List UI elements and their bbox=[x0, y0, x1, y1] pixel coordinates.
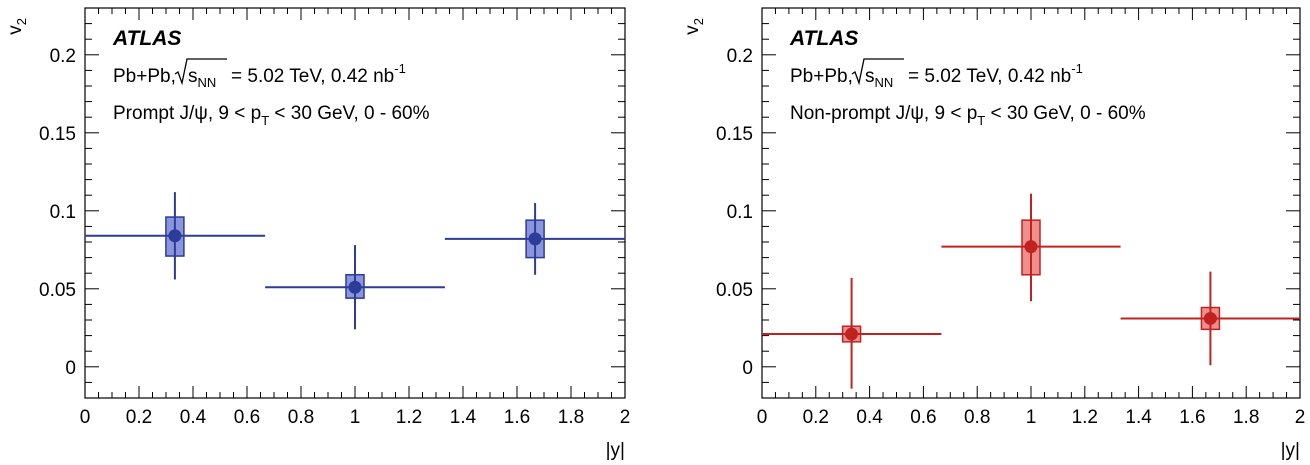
y-axis-title: v2 bbox=[5, 18, 29, 35]
data-series bbox=[85, 192, 625, 330]
x-tick-label: 1 bbox=[1026, 407, 1037, 428]
x-axis-title: |y| bbox=[606, 440, 625, 461]
data-series bbox=[762, 193, 1300, 389]
selection-annotation: Non-prompt J/ψ, 9 < pT < 30 GeV, 0 - 60% bbox=[790, 103, 1146, 128]
x-tick-label: 0 bbox=[757, 407, 768, 428]
atlas-label: ATLAS bbox=[789, 27, 858, 50]
y-tick-label: 0.15 bbox=[716, 124, 753, 145]
sqrt-s-nn: sNN bbox=[865, 66, 893, 90]
sqrt-icon bbox=[174, 58, 227, 86]
y-tick-label: 0.2 bbox=[50, 46, 76, 67]
data-point bbox=[444, 203, 625, 275]
data-marker bbox=[168, 229, 182, 243]
x-tick-label: 1 bbox=[350, 407, 361, 428]
data-point bbox=[762, 277, 942, 389]
y-tick-label: 0.1 bbox=[727, 202, 753, 223]
x-ticks bbox=[761, 8, 1301, 398]
panel-left: 0 0.2 0.4 0.6 0.8 1 1.2 1.4 1.6 1.8 2 0 0.05 0.1 0.15 0… bbox=[5, 7, 631, 461]
y-tick-label: 0 bbox=[65, 358, 76, 379]
data-marker bbox=[845, 327, 859, 341]
x-tick-label: 1.8 bbox=[558, 407, 584, 428]
x-tick-label: 0.4 bbox=[180, 407, 207, 428]
y-ticks bbox=[762, 7, 1300, 399]
data-point bbox=[941, 193, 1121, 302]
x-ticks bbox=[84, 8, 626, 398]
y-tick-label: 0.05 bbox=[39, 280, 76, 301]
sqrt-icon bbox=[851, 58, 904, 86]
energy-value: = 5.02 TeV, 0.42 nb-1 bbox=[908, 61, 1083, 87]
x-tick-label: 0 bbox=[80, 407, 91, 428]
y-tick-label: 0.2 bbox=[727, 46, 753, 67]
panel-right: 0 0.2 0.4 0.6 0.8 1 1.2 1.4 1.6 1.8 2 0 0.05 0.1 0.15 0… bbox=[682, 7, 1306, 461]
energy-annotation: Pb+Pb, bbox=[790, 66, 853, 87]
x-tick-label: 1.8 bbox=[1233, 407, 1259, 428]
data-marker bbox=[1203, 311, 1217, 325]
x-tick-label: 0.6 bbox=[234, 407, 260, 428]
x-tick-label: 0.2 bbox=[803, 407, 829, 428]
atlas-label: ATLAS bbox=[112, 27, 181, 50]
x-tick-label: 1.4 bbox=[1125, 407, 1152, 428]
y-tick-label: 0.1 bbox=[50, 202, 76, 223]
x-tick-label: 1.2 bbox=[1072, 407, 1098, 428]
x-tick-label: 2 bbox=[620, 407, 631, 428]
data-point bbox=[265, 245, 445, 330]
x-tick-label: 0.2 bbox=[126, 407, 152, 428]
energy-annotation: Pb+Pb, bbox=[113, 66, 176, 87]
data-point bbox=[85, 192, 266, 280]
energy-value: = 5.02 TeV, 0.42 nb-1 bbox=[231, 61, 406, 87]
y-tick-label: 0 bbox=[742, 358, 753, 379]
data-point bbox=[1120, 271, 1300, 366]
x-axis-title: |y| bbox=[1281, 440, 1300, 461]
x-tick-label: 2 bbox=[1295, 407, 1306, 428]
x-tick-label: 0.8 bbox=[288, 407, 314, 428]
data-marker bbox=[1024, 240, 1038, 254]
x-tick-label: 1.6 bbox=[1179, 407, 1205, 428]
x-tick-label: 1.6 bbox=[504, 407, 530, 428]
data-marker bbox=[528, 232, 542, 246]
x-tick-label: 1.2 bbox=[396, 407, 422, 428]
y-ticks bbox=[85, 7, 625, 399]
x-tick-label: 0.4 bbox=[856, 407, 883, 428]
x-tick-label: 0.6 bbox=[910, 407, 936, 428]
x-tick-label: 1.4 bbox=[450, 407, 477, 428]
x-tick-label: 0.8 bbox=[964, 407, 990, 428]
selection-annotation: Prompt J/ψ, 9 < pT < 30 GeV, 0 - 60% bbox=[113, 103, 430, 128]
y-axis-title: v2 bbox=[682, 18, 706, 35]
y-tick-label: 0.15 bbox=[39, 124, 76, 145]
y-tick-label: 0.05 bbox=[716, 280, 753, 301]
sqrt-s-nn: sNN bbox=[188, 66, 216, 90]
data-marker bbox=[348, 280, 362, 294]
